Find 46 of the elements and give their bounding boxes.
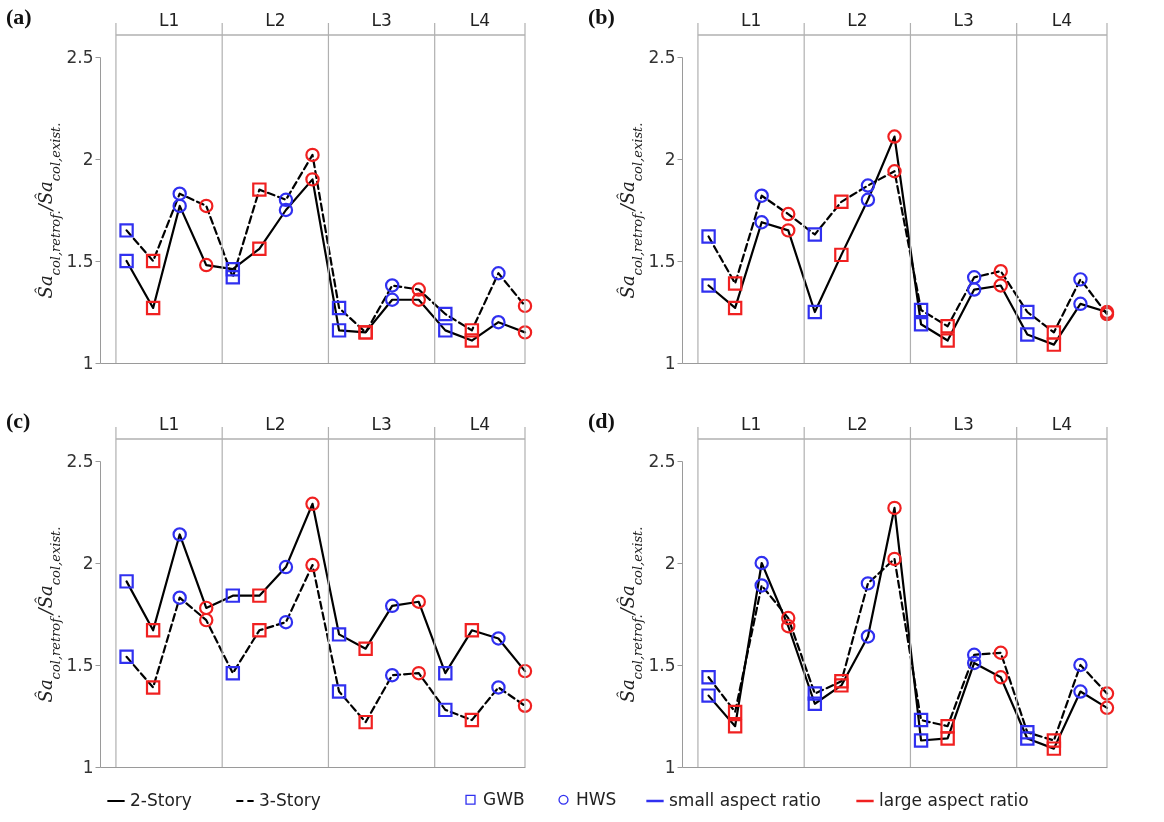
y-tick-label: 1 <box>664 352 676 373</box>
point <box>119 223 134 238</box>
y-tick-label: 2 <box>82 148 94 169</box>
y-tick-label: 2.5 <box>648 46 676 67</box>
text: L2 <box>847 10 868 30</box>
text: L1 <box>158 10 180 30</box>
legend-label: 3-Story <box>259 790 321 810</box>
point <box>438 306 453 322</box>
point <box>331 300 347 316</box>
y-tick-label: 1 <box>82 352 94 373</box>
y-tick-label: 1.5 <box>648 654 676 675</box>
text: L4 <box>469 10 490 30</box>
y-tick-label: 2 <box>664 552 676 573</box>
legend-label: 2-Story <box>130 790 192 810</box>
point <box>225 270 241 285</box>
text: large aspect ratio <box>879 790 1029 810</box>
y-tick-label: 1.5 <box>66 250 94 271</box>
text: small aspect ratio <box>669 790 821 810</box>
y-tick-label: 2.5 <box>66 450 94 471</box>
legend-label: HWS <box>576 788 617 809</box>
chart-title: (a) <box>6 4 32 29</box>
text: L3 <box>371 414 392 434</box>
y-tick-label: 2 <box>82 552 94 573</box>
text: L1 <box>158 414 180 434</box>
text: L3 <box>371 10 392 30</box>
text: L3 <box>953 414 974 434</box>
text: L4 <box>1051 10 1072 30</box>
text: L4 <box>469 414 490 434</box>
chart-title: (d) <box>588 408 615 433</box>
y-tick-label: 1.5 <box>648 250 676 271</box>
chart-title: (b) <box>588 4 615 29</box>
chart-title: (c) <box>6 408 31 433</box>
y-tick-label: 1 <box>664 756 676 777</box>
text: L3 <box>953 10 974 30</box>
text: L4 <box>1051 414 1072 434</box>
y-tick-label: 1 <box>82 756 94 777</box>
text: L2 <box>847 414 868 434</box>
y-tick-label: 2.5 <box>66 46 94 67</box>
y-tick-label: 2.5 <box>648 450 676 471</box>
legend-label: GWB <box>483 788 525 809</box>
y-tick-label: 2 <box>664 148 676 169</box>
text: L2 <box>265 10 286 30</box>
y-tick-label: 1.5 <box>66 654 94 675</box>
text: L2 <box>265 414 286 434</box>
text: L1 <box>740 414 762 434</box>
text: L1 <box>740 10 762 30</box>
